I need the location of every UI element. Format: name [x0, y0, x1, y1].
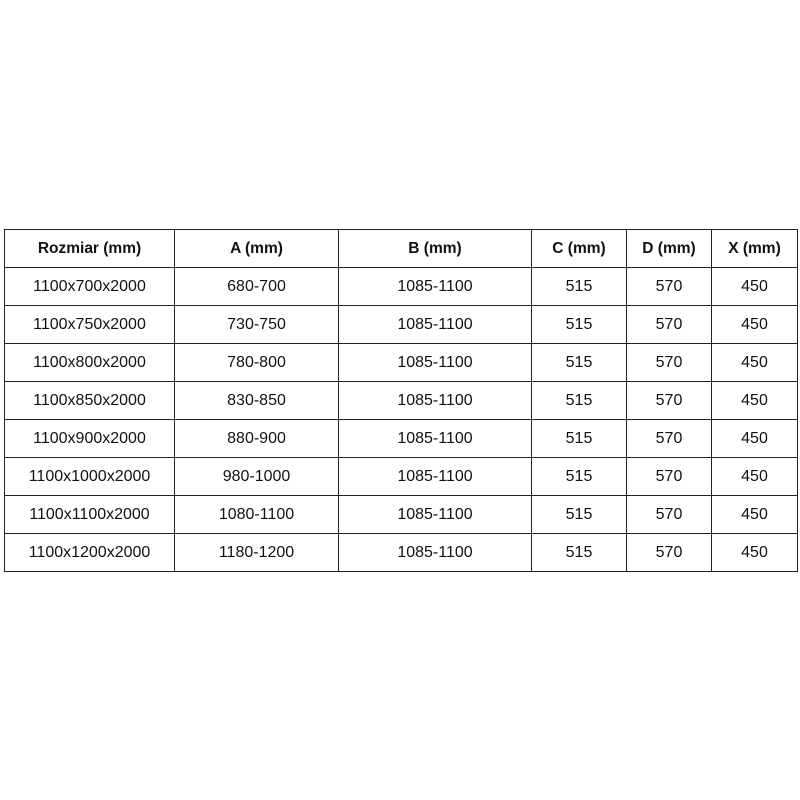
table-cell: 780-800: [174, 343, 339, 382]
table-cell: 570: [626, 457, 712, 496]
table-cell: 1085-1100: [338, 419, 532, 458]
table-row: 1100x850x2000 830-850 1085-1100 515 570 450: [4, 381, 798, 420]
table-cell: 1085-1100: [338, 533, 532, 572]
table-cell: 450: [711, 533, 798, 572]
table-cell: 980-1000: [174, 457, 339, 496]
table-row: 1100x750x2000 730-750 1085-1100 515 570 450: [4, 305, 798, 344]
table-cell: 1100x1000x2000: [4, 457, 175, 496]
column-header: C (mm): [531, 229, 627, 268]
table-cell: 1085-1100: [338, 495, 532, 534]
table-cell: 830-850: [174, 381, 339, 420]
table-cell: 570: [626, 267, 712, 306]
table-cell: 515: [531, 495, 627, 534]
table-cell: 1100x850x2000: [4, 381, 175, 420]
table-cell: 570: [626, 381, 712, 420]
table-cell: 515: [531, 305, 627, 344]
table-cell: 450: [711, 381, 798, 420]
column-header: X (mm): [711, 229, 798, 268]
table-cell: 450: [711, 267, 798, 306]
table-cell: 1085-1100: [338, 267, 532, 306]
table-cell: 515: [531, 419, 627, 458]
table-cell: 1100x800x2000: [4, 343, 175, 382]
table-cell: 570: [626, 343, 712, 382]
table-cell: 570: [626, 533, 712, 572]
table-cell: 1100x900x2000: [4, 419, 175, 458]
table-cell: 515: [531, 381, 627, 420]
dimensions-table: Rozmiar (mm) A (mm) B (mm) C (mm) D (mm) X (m…: [4, 229, 798, 572]
table-cell: 570: [626, 305, 712, 344]
table-row: 1100x1200x2000 1180-1200 1085-1100 515 570 45…: [4, 533, 798, 572]
table-cell: 515: [531, 533, 627, 572]
table-cell: 680-700: [174, 267, 339, 306]
column-header: Rozmiar (mm): [4, 229, 175, 268]
table-cell: 450: [711, 343, 798, 382]
table-cell: 880-900: [174, 419, 339, 458]
table-cell: 1100x700x2000: [4, 267, 175, 306]
column-header: D (mm): [626, 229, 712, 268]
table-cell: 1085-1100: [338, 381, 532, 420]
table-cell: 1100x1100x2000: [4, 495, 175, 534]
table-cell: 1085-1100: [338, 305, 532, 344]
table-cell: 1100x750x2000: [4, 305, 175, 344]
column-header: A (mm): [174, 229, 339, 268]
table-row: 1100x1000x2000 980-1000 1085-1100 515 570 450: [4, 457, 798, 496]
column-header: B (mm): [338, 229, 532, 268]
table-row: 1100x900x2000 880-900 1085-1100 515 570 450: [4, 419, 798, 458]
header-row: Rozmiar (mm) A (mm) B (mm) C (mm) D (mm) X (m…: [4, 229, 798, 268]
table-cell: 730-750: [174, 305, 339, 344]
table-cell: 1085-1100: [338, 457, 532, 496]
table-cell: 450: [711, 419, 798, 458]
table-cell: 515: [531, 457, 627, 496]
table-row: 1100x800x2000 780-800 1085-1100 515 570 450: [4, 343, 798, 382]
table-cell: 450: [711, 305, 798, 344]
table-cell: 1100x1200x2000: [4, 533, 175, 572]
table-cell: 450: [711, 457, 798, 496]
table-cell: 450: [711, 495, 798, 534]
table-cell: 515: [531, 343, 627, 382]
table-row: 1100x700x2000 680-700 1085-1100 515 570 450: [4, 267, 798, 306]
table-cell: 1080-1100: [174, 495, 339, 534]
table-cell: 515: [531, 267, 627, 306]
table-cell: 570: [626, 495, 712, 534]
table-cell: 1085-1100: [338, 343, 532, 382]
table-cell: 570: [626, 419, 712, 458]
table-row: 1100x1100x2000 1080-1100 1085-1100 515 570 45…: [4, 495, 798, 534]
table-cell: 1180-1200: [174, 533, 339, 572]
